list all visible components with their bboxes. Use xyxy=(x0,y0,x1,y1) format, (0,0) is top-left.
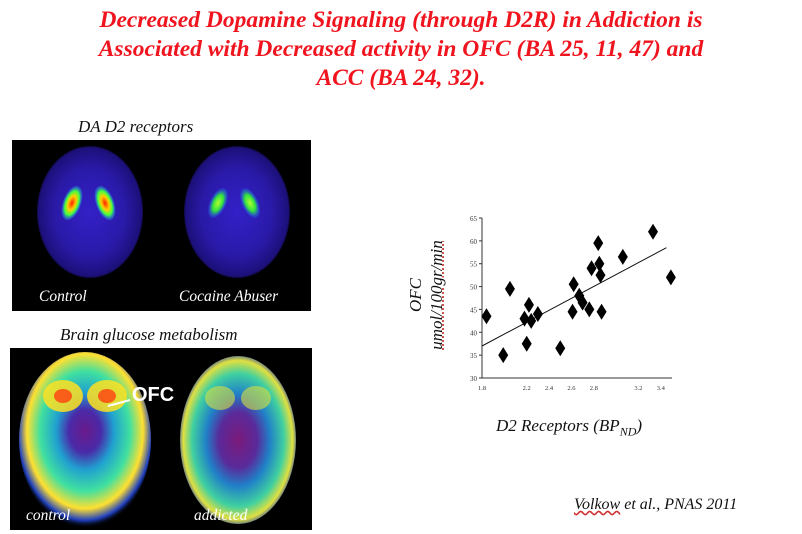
data-point xyxy=(519,310,530,327)
data-point xyxy=(586,260,597,277)
citation-author: Volkow xyxy=(574,496,621,513)
x-tick-label: 2.2 xyxy=(523,385,531,392)
y-tick-label: 40 xyxy=(470,329,478,337)
glucose-metabolism-caption: Brain glucose metabolism xyxy=(60,325,238,344)
control-right-ofc-hotspot xyxy=(98,389,116,403)
control-glucose-label: control xyxy=(26,507,71,524)
data-point xyxy=(555,340,566,357)
d2-receptor-pet-panel: Control Cocaine Abuser xyxy=(12,140,311,311)
y-axis-title-line-2: umol/100gr/min xyxy=(427,240,446,350)
title-line-3: ACC (BA 24, 32). xyxy=(316,65,486,91)
abuser-brain-scan xyxy=(184,146,290,278)
data-point xyxy=(596,303,607,320)
cocaine-abuser-label: Cocaine Abuser xyxy=(179,288,279,305)
data-point xyxy=(481,308,492,325)
plot-axes: 30 35 40 45 50 55 60 65 1.8 2.2 2.4 2.6 2.8 3.2 3.4 xyxy=(470,215,672,392)
title-line-2: Associated with Decreased activity in OF… xyxy=(98,36,704,62)
ofc-pointer-line xyxy=(107,399,131,407)
data-point xyxy=(568,276,579,293)
y-tick-label: 65 xyxy=(470,215,478,223)
control-right-striatum xyxy=(94,185,116,221)
data-point xyxy=(523,296,534,313)
slide-title: Decreased Dopamine Signaling (through D2… xyxy=(10,6,792,93)
abuser-right-striatum xyxy=(240,188,260,218)
control-label: Control xyxy=(39,288,87,305)
y-axis-title: OFC umol/100gr/min xyxy=(405,215,455,375)
addicted-left-ofc-region xyxy=(205,386,235,410)
data-point xyxy=(584,301,595,318)
glucose-pet-images xyxy=(19,352,296,528)
y-tick-label: 45 xyxy=(470,306,478,314)
data-point xyxy=(595,267,606,284)
data-point xyxy=(526,312,537,329)
y-tick-label: 50 xyxy=(470,284,478,292)
data-point xyxy=(521,335,532,352)
trend-line xyxy=(481,247,667,347)
y-tick-label: 35 xyxy=(470,352,478,360)
x-tick-label: 2.4 xyxy=(545,385,554,392)
citation: Volkow et al., PNAS 2011 xyxy=(574,496,737,514)
y-tick-label: 60 xyxy=(470,238,478,246)
x-axis-title-end: ) xyxy=(636,416,643,435)
d2-receptors-caption: DA D2 receptors xyxy=(78,117,194,136)
x-tick-label: 3.2 xyxy=(634,385,642,392)
data-point xyxy=(665,269,676,286)
control-left-striatum xyxy=(61,185,83,221)
y-axis-title-line-1: OFC xyxy=(406,278,425,312)
x-axis-title: D2 Receptors (BPND) xyxy=(496,416,642,439)
citation-rest: et al., PNAS 2011 xyxy=(620,496,738,513)
y-tick-label: 55 xyxy=(470,261,478,269)
data-point xyxy=(574,287,585,304)
x-axis-title-main: D2 Receptors (BP xyxy=(496,416,620,435)
data-point xyxy=(504,280,515,297)
title-line-1: Decreased Dopamine Signaling (through D2… xyxy=(99,7,703,33)
ofc-label: OFC xyxy=(132,384,175,406)
x-tick-label: 1.8 xyxy=(478,385,486,392)
data-point xyxy=(648,223,658,240)
d2-ofc-scatter-plot: 30 35 40 45 50 55 60 65 1.8 2.2 2.4 2.6 2.8 3.2 3.4 xyxy=(470,215,676,392)
control-brain-scan xyxy=(37,146,143,278)
data-point xyxy=(617,248,628,265)
data-point xyxy=(567,303,578,320)
data-point xyxy=(532,306,543,322)
d2-pet-images xyxy=(37,146,290,278)
x-tick-label: 2.8 xyxy=(590,385,598,392)
plot-points xyxy=(481,223,676,364)
control-glucose-scan xyxy=(19,352,151,528)
control-left-ofc-hotspot xyxy=(54,389,72,403)
y-tick-label: 30 xyxy=(470,375,478,383)
data-point xyxy=(498,347,509,364)
abuser-left-striatum xyxy=(208,188,228,218)
glucose-pet-panel: OFC control addicted xyxy=(10,348,312,530)
x-tick-label: 2.6 xyxy=(567,385,576,392)
data-point xyxy=(577,294,588,311)
addicted-label: addicted xyxy=(194,507,248,524)
x-tick-label: 3.4 xyxy=(657,385,666,392)
x-axis-title-subscript: ND xyxy=(619,424,637,439)
data-point xyxy=(593,235,604,252)
addicted-right-ofc-region xyxy=(241,386,271,410)
addicted-glucose-scan xyxy=(180,356,296,524)
data-point xyxy=(594,255,605,272)
